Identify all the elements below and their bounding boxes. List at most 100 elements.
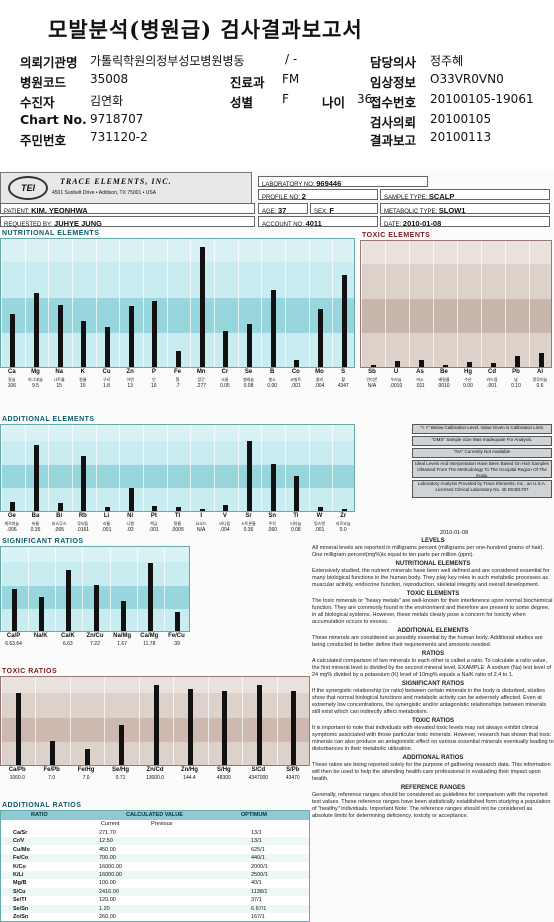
element-korean: 루비듐 xyxy=(77,521,89,526)
section-heading: TOXIC ELEMENTS xyxy=(406,591,460,597)
chart-gridline xyxy=(285,239,286,367)
element-korean: 티타늄 xyxy=(290,521,302,526)
additional-ratios-table: RATIO CALCULATED VALUE OPTIMUM Current P… xyxy=(0,810,310,922)
ratio-current: 16000.00 xyxy=(99,872,122,878)
chart-gridline xyxy=(167,239,168,367)
element-korean: 지르코늄 xyxy=(335,521,351,526)
chart-gridline xyxy=(214,425,215,511)
chart-bar xyxy=(10,501,15,511)
section-paragraph: These minerals are considered as possibl… xyxy=(312,635,543,648)
header-value: 9718707 xyxy=(90,112,144,126)
section-heading: RATIOS xyxy=(421,651,445,657)
chart-bar xyxy=(176,507,181,511)
chart-band xyxy=(1,464,354,489)
chart-bar xyxy=(34,292,39,367)
element-symbol: Cr xyxy=(221,369,229,375)
chart-bar xyxy=(318,309,323,367)
chart-gridline xyxy=(238,239,239,367)
element-value: 0.08 xyxy=(243,383,254,389)
ratio-optimum: 37/1 xyxy=(251,897,262,904)
lab-address: 4501 Sunbelt Drive • Addison, TX 75001 •… xyxy=(52,190,157,196)
toxic-chart xyxy=(360,240,552,368)
element-value: 0.00 xyxy=(267,383,278,389)
chart-gridline xyxy=(457,241,458,367)
profile-box: PROFILE NO: 2 xyxy=(258,189,378,201)
ratio-name: K/Co xyxy=(13,863,26,870)
table-row: Cu/Mo 450.00 625/1 xyxy=(1,846,309,854)
chart-bar xyxy=(419,359,424,367)
chart-bar xyxy=(342,274,347,367)
element-symbol: V xyxy=(222,513,227,519)
element-symbol: Mo xyxy=(315,369,324,375)
chart-bar xyxy=(119,725,124,765)
element-symbol: Sb xyxy=(368,369,376,375)
chart-gridline xyxy=(309,425,310,511)
section-heading: REFERENCE RANGES xyxy=(400,785,466,791)
chart-bar xyxy=(34,444,39,511)
section-heading: LEVELS xyxy=(421,538,445,544)
patient-box: PATIENT: KIM. YEONHWA xyxy=(0,203,255,215)
section-paragraph: A calculated comparison of two minerals … xyxy=(312,658,552,678)
header-label: 병원코드 xyxy=(20,75,67,90)
chart-gridline xyxy=(137,547,138,631)
chart-bar xyxy=(148,562,153,631)
ratio-current: 2416.00 xyxy=(99,888,119,895)
element-symbol: Zr xyxy=(340,513,347,519)
chart-bar xyxy=(318,507,323,511)
element-korean: 바륨 xyxy=(31,521,40,526)
lab-company: TRACE ELEMENTS, INC. xyxy=(60,177,172,186)
header-label: 수진자 xyxy=(20,95,55,110)
chart-bar xyxy=(222,691,227,765)
chart-bar xyxy=(443,364,448,367)
element-symbol: Fe xyxy=(173,369,181,375)
chart-bar xyxy=(271,464,276,511)
chart-bar xyxy=(223,504,228,511)
element-symbol: Cd xyxy=(488,369,496,375)
element-value: 43470 xyxy=(285,775,300,781)
chart-bar xyxy=(58,304,63,367)
element-value: .006 xyxy=(6,527,17,533)
legend-note: "< <" Below Calibration Level, Value Giv… xyxy=(412,424,552,434)
element-korean: 니켈 xyxy=(126,521,134,526)
requested-box: REQUESTED BY: JUHYE JUNG xyxy=(0,216,255,228)
element-symbol: Ge xyxy=(7,513,16,519)
element-symbol: Na/Mg xyxy=(113,633,132,639)
element-value: 0010 xyxy=(438,383,450,389)
chart-bar xyxy=(294,359,299,367)
col-optimum: OPTIMUM xyxy=(241,812,267,818)
element-symbol: Mn xyxy=(196,369,206,375)
header-value: 가톨릭학원의정부성모병원병동 xyxy=(90,54,245,68)
element-value: N/A xyxy=(196,527,206,533)
header-label: 담당의사 xyxy=(370,55,417,70)
significant-chart xyxy=(0,546,190,632)
metabolic-box: METABOLIC TYPE: SLOW1 xyxy=(380,203,550,215)
chart-gridline xyxy=(139,677,140,765)
date-box: DATE: 2010-01-08 xyxy=(380,216,550,228)
ratio-optimum: 625/1 xyxy=(251,846,265,853)
element-value: 16 xyxy=(80,383,86,389)
chart-gridline xyxy=(277,677,278,765)
chart-gridline xyxy=(48,425,49,511)
element-value: 0.05 xyxy=(219,383,230,389)
element-value: 1.67 xyxy=(117,641,127,647)
chart-gridline xyxy=(190,425,191,511)
element-value: 0.0 xyxy=(339,527,347,533)
table-subheader: Current Previous xyxy=(1,820,309,828)
ratio-current: 260.00 xyxy=(99,914,116,920)
element-value: 6.63 xyxy=(62,641,73,647)
element-value: 6.63.64 xyxy=(5,641,22,647)
element-korean: 베릴륨 xyxy=(438,377,450,382)
table-row: K/Li 16000.00 2500/1 xyxy=(1,871,309,879)
element-symbol: Co xyxy=(291,369,300,375)
chart-gridline xyxy=(48,239,49,367)
ratio-name: Mg/B xyxy=(13,880,27,887)
chart-gridline xyxy=(143,239,144,367)
section-heading: NUTRITIONAL ELEMENTS xyxy=(395,561,471,567)
chart-gridline xyxy=(164,547,165,631)
chart-bar xyxy=(85,749,90,765)
element-value: 0.10 xyxy=(511,383,521,389)
element-korean: 바나듐 xyxy=(219,521,231,526)
chart-gridline xyxy=(96,239,97,367)
element-value: .39 xyxy=(172,641,180,647)
section-paragraph: The toxic minerals or "heavy metals" are… xyxy=(312,598,553,625)
